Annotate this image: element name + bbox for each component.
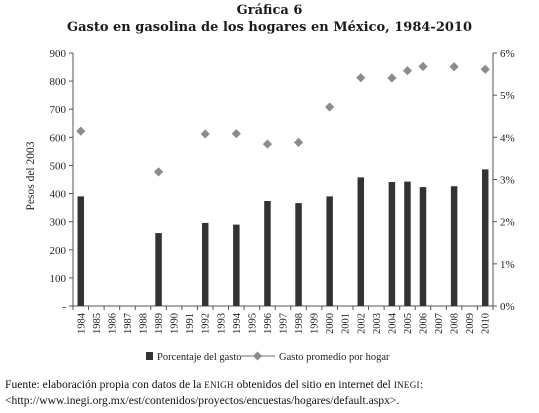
bar [77, 196, 85, 306]
legend-swatch-diamond [253, 351, 262, 361]
x-tick-label: 2003 [372, 313, 383, 334]
point [262, 139, 273, 149]
x-tick-label: 2001 [341, 313, 352, 334]
x-tick-label: 2010 [481, 313, 492, 334]
chart-title: Gasto en gasolina de los hogares en Méxi… [66, 20, 472, 35]
x-tick-label: 1985 [92, 313, 103, 334]
x-tick-label: 1992 [201, 313, 212, 334]
left-tick-label: 100 [50, 273, 67, 285]
left-tick-label: 300 [50, 217, 67, 229]
x-tick-label: 1986 [107, 313, 118, 334]
right-tick-labels: 0% 1% 2% 3% 4% 5% 6% [500, 48, 515, 313]
x-tick-label: 2000 [325, 313, 336, 334]
x-tick-label: 2006 [419, 313, 430, 334]
left-tick-label: 500 [50, 160, 67, 172]
right-tick-label: 5% [500, 90, 515, 102]
x-tick-label: 1988 [139, 313, 150, 334]
left-tick-label: 400 [50, 189, 67, 201]
legend-label-line: Gasto promedio por hogar [279, 352, 390, 363]
legend-swatch-bar [146, 352, 153, 360]
x-tick-label: 2002 [356, 313, 367, 334]
legend-label-bars: Porcentaje del gasto [157, 352, 242, 363]
bar [201, 222, 209, 306]
point [402, 66, 413, 76]
bar [450, 186, 458, 306]
left-tick-label: 800 [50, 76, 67, 88]
right-tick-label: 3% [500, 175, 515, 187]
legend: Porcentaje del gasto Gasto promedio por … [146, 351, 390, 363]
bar [295, 203, 302, 306]
x-tick-label: 1993 [216, 313, 227, 334]
point [418, 61, 428, 72]
point [293, 137, 304, 147]
point [325, 102, 335, 112]
x-tick-label: 2009 [465, 313, 476, 334]
x-tick-label: 1998 [294, 313, 305, 334]
bar [233, 224, 240, 306]
x-tick-label: 1989 [154, 313, 165, 334]
x-tick-labels: 1984 1985 1986 1987 1988 1989 1990 1991 1992 1993… [76, 312, 491, 334]
left-tick-label: - [62, 301, 66, 313]
x-tick-label: 2004 [387, 312, 398, 334]
point [387, 73, 397, 83]
source-middle: obtenidos del sitio en internet del [233, 378, 394, 391]
right-tick-label: 4% [500, 132, 515, 144]
right-tick-label: 0% [500, 301, 515, 313]
point [200, 129, 210, 139]
x-tick-label: 1994 [232, 312, 243, 334]
figure-label: Gráfica 6 [236, 3, 303, 18]
x-tick-label: 1987 [123, 313, 134, 334]
x-tick-label: 1997 [279, 313, 290, 334]
right-tick-label: 6% [500, 48, 515, 60]
point [231, 129, 241, 139]
x-tick-label: 2008 [450, 313, 461, 334]
marker-series [76, 61, 490, 177]
x-tick-label: 1999 [310, 313, 321, 334]
x-tick-label: 2007 [434, 313, 445, 334]
bar [388, 182, 396, 306]
bar [419, 187, 427, 306]
bar [481, 169, 489, 306]
bar [264, 201, 271, 306]
x-tick-label: 1995 [247, 313, 258, 334]
source-enigh: ENIGH [204, 380, 234, 390]
point [356, 73, 366, 83]
x-tick-label: 1990 [170, 313, 181, 334]
left-axis-title: Pesos del 2003 [25, 141, 37, 210]
point [76, 126, 86, 136]
point [480, 64, 490, 74]
right-tick-label: 1% [500, 259, 515, 271]
source-note: Fuente: elaboración propia con datos de … [5, 377, 537, 408]
left-tick-label: 900 [50, 48, 67, 60]
bar [404, 181, 411, 306]
source-inegi: INEGI [393, 380, 420, 390]
x-tick-label: 1984 [76, 312, 87, 334]
left-tick-labels: - 100 200 300 400 500 600 700 800 900 [50, 48, 67, 313]
right-tick-label: 2% [500, 217, 515, 229]
point [449, 62, 459, 72]
bar-series [77, 169, 489, 306]
left-tick-label: 600 [50, 132, 67, 144]
bar [155, 233, 162, 306]
bar [326, 196, 333, 306]
x-tick-label: 1991 [185, 313, 196, 334]
bar [357, 177, 365, 306]
point [153, 167, 164, 177]
chart: 1984 1985 1986 1987 1988 1989 1990 1991 1992 1993… [25, 48, 515, 363]
left-tick-label: 200 [50, 245, 67, 257]
figure-header: Gráfica 6 Gasto en gasolina de los hogar… [0, 2, 539, 36]
left-tick-label: 700 [50, 104, 67, 116]
source-link[interactable]: : <http://www.inegi.org.mx/est/contenido… [5, 378, 424, 407]
source-prefix: Fuente: elaboración propia con datos de … [5, 378, 205, 391]
x-tick-label: 2005 [403, 313, 414, 334]
axes [69, 52, 497, 310]
x-tick-label: 1996 [263, 313, 274, 334]
